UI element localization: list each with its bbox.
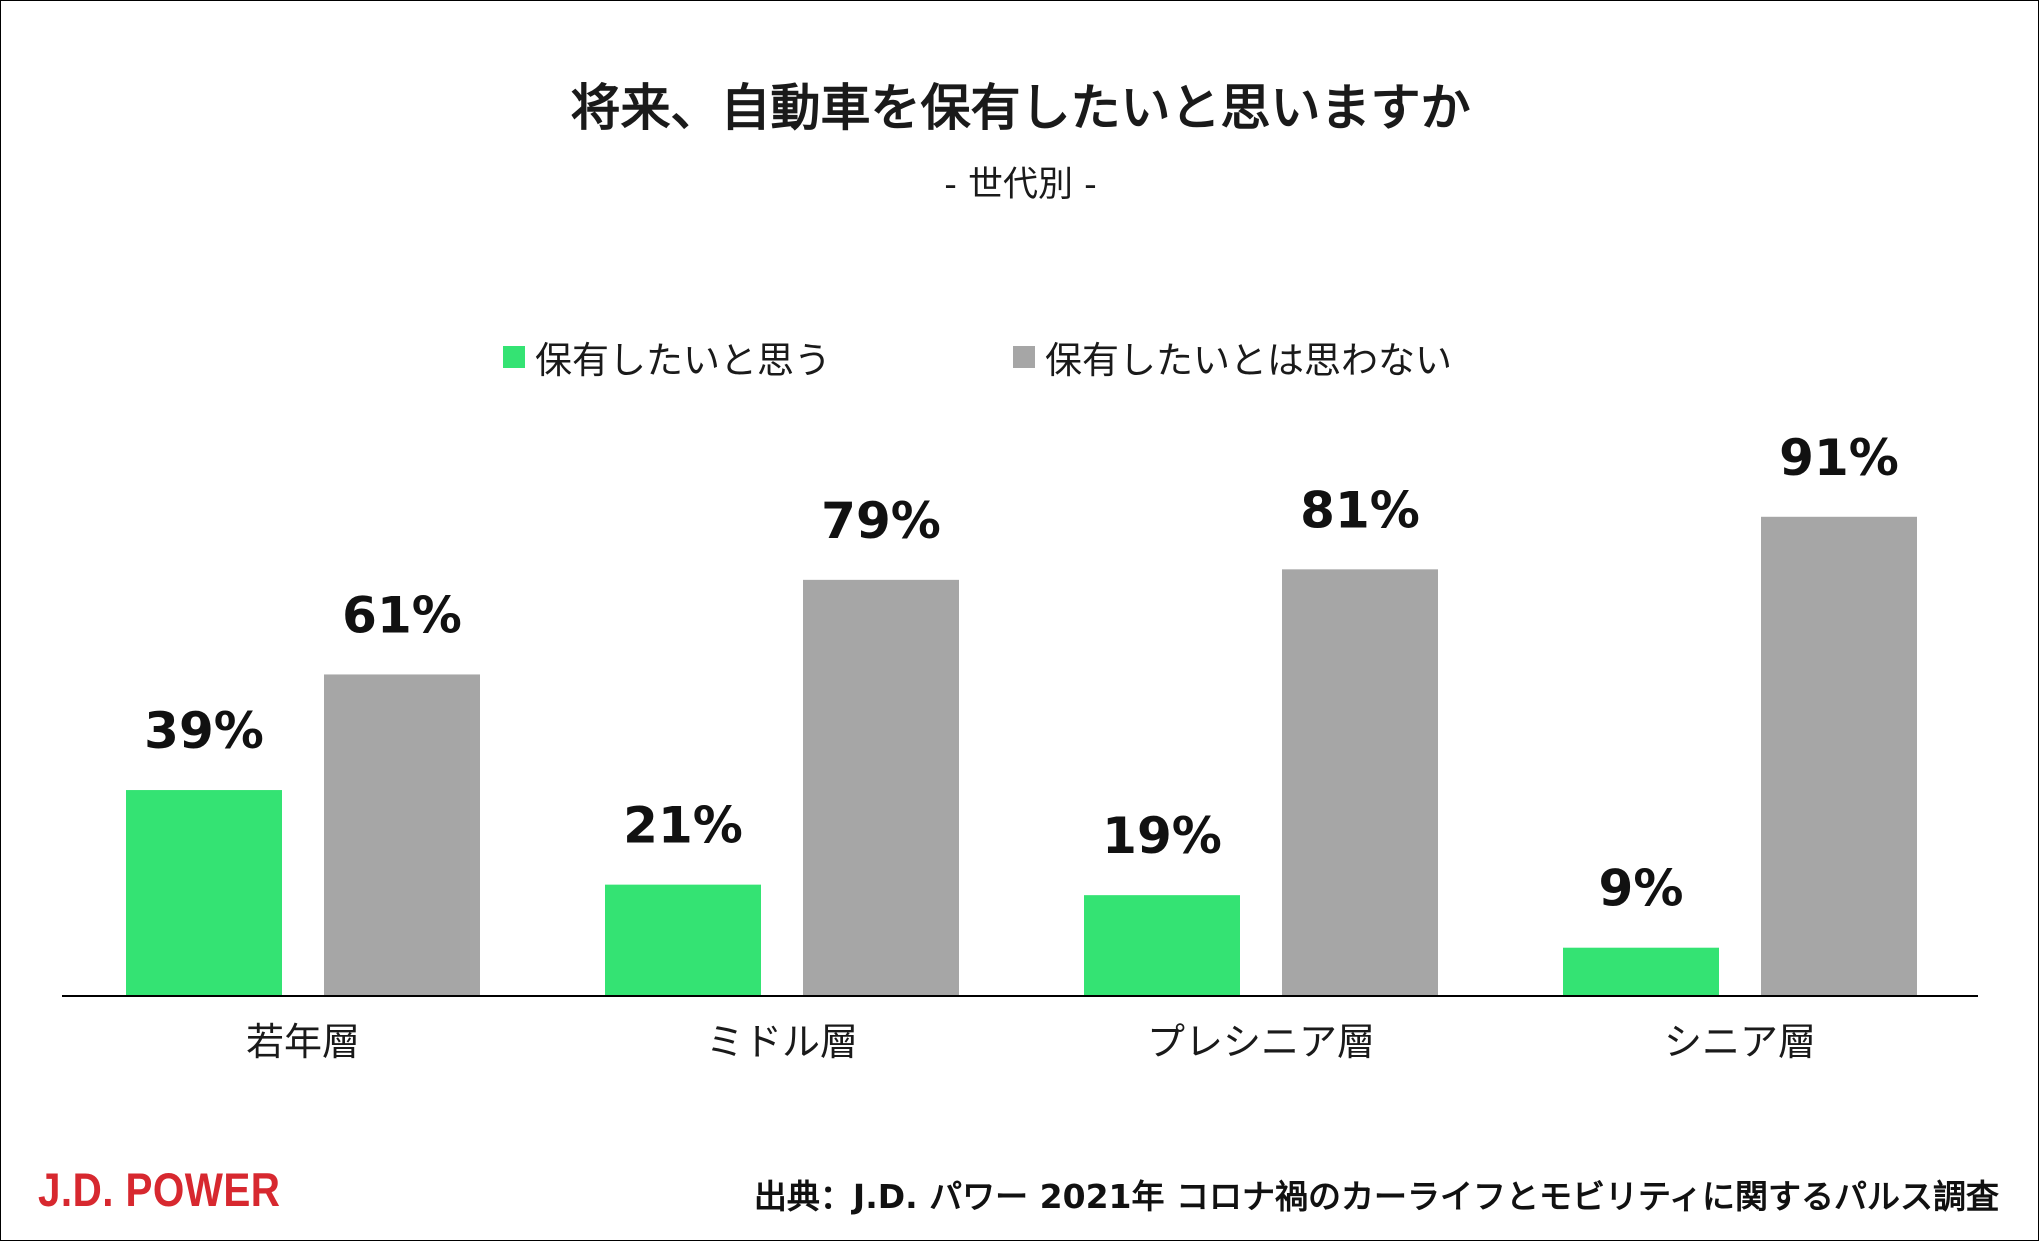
category-label-2: プレシニア層 [1147,1020,1375,1064]
bar-1-1 [803,579,959,995]
category-label-3: シニア層 [1664,1020,1816,1064]
legend-label-want: 保有したいと思う [535,339,831,382]
data-label-0-0: 39% [144,702,264,760]
bar-1-3 [1761,516,1917,995]
data-label-0-1: 21% [623,797,743,855]
chart-legend: 保有したいと思う 保有したいとは思わない [0,330,2041,382]
legend-swatch-want [503,346,525,368]
category-label-0: 若年層 [246,1020,360,1064]
legend-item-want: 保有したいと思う [503,330,831,384]
data-label-0-3: 9% [1599,860,1684,918]
source-note: 出典：J.D. パワー 2021年 コロナ禍のカーライフとモビリティに関するパル… [753,1177,1999,1216]
data-label-1-0: 61% [342,586,462,644]
data-label-1-1: 79% [821,492,941,550]
chart-subtitle: - 世代別 - [944,165,1097,205]
category-label-1: ミドル層 [706,1020,858,1064]
legend-label-not-want: 保有したいとは思わない [1045,339,1452,382]
chart-title: 将来、自動車を保有したいと思いますか [570,79,1471,137]
bar-0-3 [1563,947,1719,995]
jd-power-logo: J.D. POWER [38,1163,281,1216]
data-label-1-3: 91% [1779,429,1899,487]
bar-1-0 [324,674,480,995]
data-label-1-2: 81% [1300,481,1420,539]
bar-0-2 [1084,895,1240,995]
bar-0-1 [605,884,761,995]
data-label-0-2: 19% [1102,807,1222,865]
legend-swatch-not-want [1013,346,1035,368]
bar-0-0 [126,790,282,995]
bar-1-2 [1282,569,1438,995]
legend-item-not-want: 保有したいとは思わない [1013,330,1452,384]
